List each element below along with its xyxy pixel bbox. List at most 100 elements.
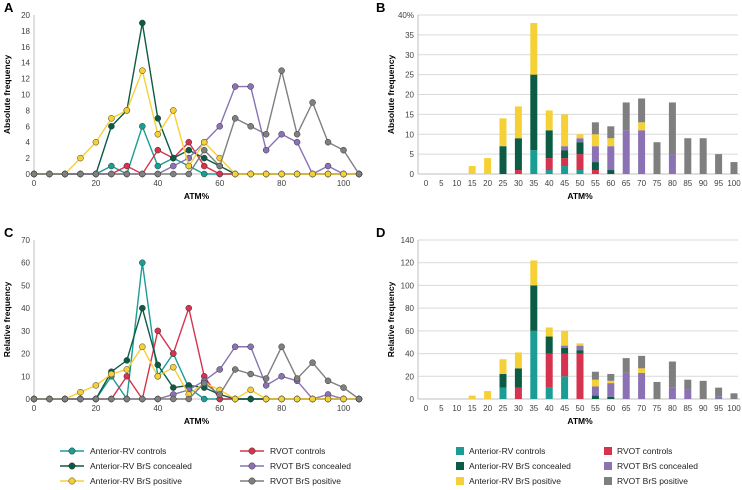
data-point (185, 138, 193, 146)
data-point (216, 391, 223, 398)
bar-segment-rvot_brs_positive (607, 126, 615, 139)
y-tick-label: 40% (398, 11, 414, 20)
bar-segment-rvot_brs_concealed (576, 345, 584, 351)
data-point (139, 343, 146, 351)
data-point (154, 115, 162, 122)
x-tick-label: 50 (576, 404, 585, 413)
y-tick-label: 40 (405, 350, 414, 359)
x-tick-label: 100 (337, 404, 351, 413)
x-tick-label: 30 (514, 179, 523, 188)
bar-segment-rvot_brs_concealed (576, 138, 584, 143)
data-point (231, 170, 239, 178)
bar-segment-anterior_rv_brs_positive (530, 22, 538, 75)
legend-bar-swatch (456, 477, 464, 485)
bar-segment-rvot_controls (591, 170, 599, 174)
data-point (30, 170, 38, 178)
x-tick-label: 80 (668, 404, 677, 413)
legend-item-bar-anterior_rv_controls: Anterior-RV controls (456, 446, 545, 456)
bar-segment-anterior_rv_brs_positive (499, 359, 507, 375)
x-tick-label: 0 (424, 179, 429, 188)
data-point (30, 395, 38, 403)
data-point (170, 350, 177, 357)
data-point (154, 395, 162, 403)
data-point (92, 138, 100, 146)
data-point (247, 83, 254, 90)
data-point (340, 146, 347, 154)
data-point (262, 382, 270, 389)
bar-segment-anterior_rv_brs_concealed (576, 142, 584, 155)
legend-label: RVOT controls (270, 446, 325, 456)
data-point (123, 395, 131, 403)
series-anterior_rv_brs_concealed (30, 304, 363, 403)
x-tick-label: 70 (637, 404, 646, 413)
x-tick-label: 75 (653, 179, 662, 188)
data-point (216, 170, 223, 178)
y-tick-label: 100 (401, 281, 415, 290)
y-tick-label: 0 (26, 170, 31, 179)
data-point (278, 67, 285, 74)
bar-segment-anterior_rv_controls (530, 150, 538, 174)
legend-label: Anterior-RV BrS positive (469, 476, 561, 486)
series-anterior_rv_controls (30, 259, 363, 403)
bar-segment-rvot_brs_positive (699, 138, 707, 174)
data-point (139, 259, 146, 266)
bar-segment-rvot_brs_positive (607, 374, 615, 381)
bar-segment-anterior_rv_brs_positive (576, 134, 584, 139)
data-point (108, 170, 115, 178)
data-point (108, 115, 115, 122)
bar-segment-rvot_brs_concealed (638, 130, 646, 174)
data-point (154, 170, 162, 178)
data-point (262, 131, 270, 138)
x-tick-label: 50 (576, 179, 585, 188)
data-point (262, 146, 270, 154)
x-tick-label: 80 (668, 179, 677, 188)
legend-label: RVOT BrS positive (617, 476, 688, 486)
data-point (185, 146, 193, 154)
legend-label: RVOT controls (617, 446, 672, 456)
y-tick-label: 60 (405, 327, 414, 336)
series-line (34, 345, 359, 400)
x-tick-label: 75 (653, 404, 662, 413)
bar-segment-rvot_brs_concealed (622, 130, 630, 174)
x-tick-label: 80 (277, 179, 286, 188)
bar-segment-anterior_rv_brs_concealed (499, 146, 507, 174)
bar-segment-anterior_rv_brs_concealed (607, 396, 615, 399)
bar-segment-rvot_brs_positive (715, 387, 723, 397)
data-point (293, 375, 301, 382)
bar-segment-anterior_rv_controls (576, 170, 584, 174)
x-tick-label: 20 (91, 404, 100, 413)
legend-item-bar-anterior_rv_brs_concealed: Anterior-RV BrS concealed (456, 461, 571, 471)
x-axis-title: ATM% (184, 191, 210, 201)
bar-segment-rvot_controls (514, 387, 522, 399)
legend-item-line-anterior_rv_controls: Anterior-RV controls (60, 446, 166, 456)
legend-label: Anterior-RV BrS concealed (90, 461, 192, 471)
x-tick-label: 85 (683, 179, 692, 188)
data-point (92, 382, 100, 389)
y-tick-label: 20 (405, 372, 414, 381)
data-point (309, 395, 316, 403)
data-point (293, 138, 301, 146)
data-point (216, 123, 223, 130)
x-tick-label: 100 (727, 404, 741, 413)
data-point (278, 373, 285, 380)
bar-segment-rvot_brs_concealed (622, 372, 630, 399)
y-tick-label: 0 (410, 395, 415, 404)
y-tick-label: 30 (21, 327, 30, 336)
y-tick-label: 40 (21, 304, 30, 313)
y-tick-label: 35 (405, 31, 414, 40)
y-tick-label: 10 (21, 372, 30, 381)
legend-item-bar-anterior_rv_brs_positive: Anterior-RV BrS positive (456, 476, 561, 486)
x-tick-label: 30 (514, 404, 523, 413)
data-point (278, 343, 285, 351)
legend-label: Anterior-RV controls (90, 446, 166, 456)
bar-segment-rvot_brs_positive (653, 142, 661, 174)
x-tick-label: 40 (153, 179, 162, 188)
y-tick-label: 15 (405, 110, 414, 119)
legend-item-line-rvot_brs_concealed: RVOT BrS concealed (240, 461, 351, 471)
bar-segment-anterior_rv_brs_positive (514, 352, 522, 369)
data-point (139, 123, 146, 130)
x-tick-label: 40 (545, 404, 554, 413)
legend-marker (68, 447, 76, 455)
legend-marker (68, 462, 76, 470)
data-point (139, 170, 146, 178)
